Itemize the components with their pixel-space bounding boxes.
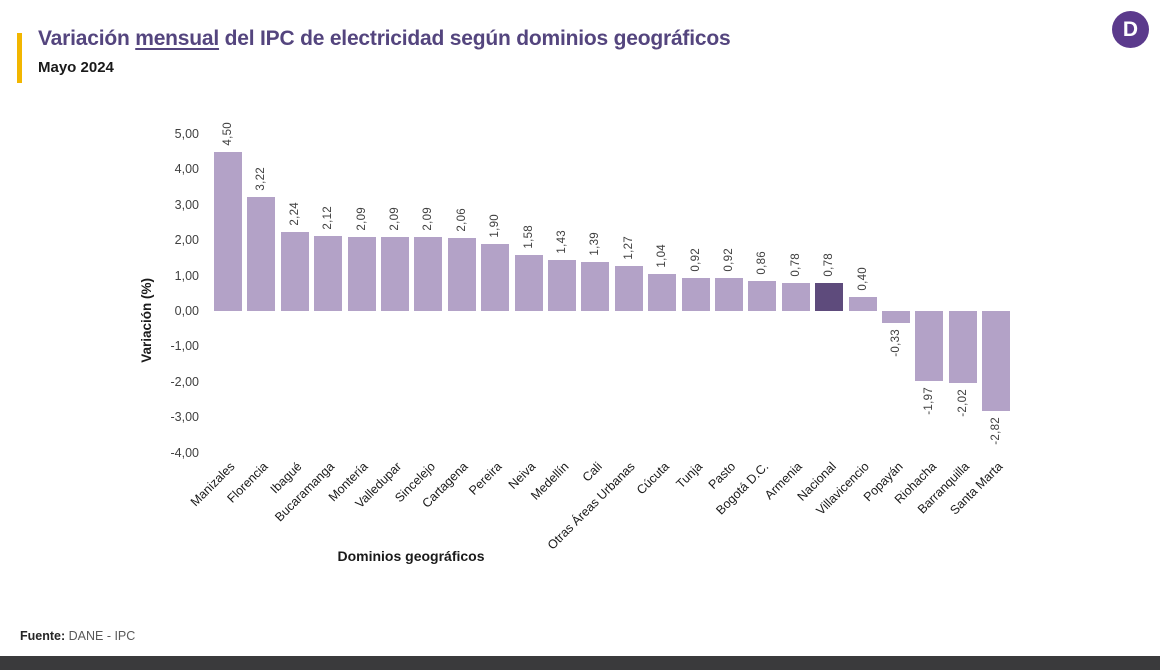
bar-value-label: -2,02 — [956, 388, 969, 417]
logo-letter: D — [1122, 17, 1139, 41]
bar-value-label: 3,22 — [255, 167, 268, 191]
bar — [280, 231, 309, 311]
bar — [447, 238, 476, 311]
y-axis-tick-label: 2,00 — [174, 233, 199, 248]
bar — [715, 278, 743, 311]
bar-value-label: 2,12 — [322, 205, 335, 230]
bottom-bar — [0, 656, 1160, 670]
bar-value-label: 4,50 — [222, 121, 234, 146]
bar — [882, 311, 910, 323]
bar-value-label: 1,04 — [656, 244, 669, 268]
y-axis-tick-label: 0,00 — [174, 304, 199, 318]
bar — [681, 278, 710, 311]
dane-logo-icon: D — [1112, 11, 1149, 48]
bar-value-label: -2,82 — [990, 416, 1003, 445]
y-axis-tick-label: -4,00 — [170, 445, 200, 460]
bar-value-label: 1,90 — [489, 213, 502, 238]
x-axis-category-label: Cali — [579, 459, 605, 485]
x-axis-category-label: Pereira — [466, 459, 505, 498]
bar-value-label: 2,09 — [422, 207, 435, 231]
footer: Fuente: DANE - IPC — [20, 629, 135, 643]
bar — [748, 280, 777, 311]
bar-value-label: 0,78 — [789, 253, 802, 277]
bar-value-label: 1,27 — [622, 236, 635, 260]
bar-value-label: -0,33 — [890, 328, 902, 357]
bar — [548, 260, 576, 311]
bar — [982, 311, 1011, 411]
bar — [414, 237, 443, 311]
bar — [214, 151, 242, 311]
bar — [648, 274, 677, 311]
header-accent-bar — [17, 33, 22, 83]
bar — [614, 266, 643, 311]
bar — [481, 243, 510, 311]
bar-value-label: 2,09 — [389, 207, 401, 231]
title-suffix: del IPC de electricidad según dominios g… — [219, 27, 731, 50]
bar — [848, 296, 877, 311]
bar — [948, 311, 977, 383]
bar — [347, 237, 376, 311]
x-axis-category-label: Cúcuta — [633, 459, 672, 498]
bar — [915, 311, 944, 381]
bar — [514, 255, 543, 311]
y-axis-tick-label: -2,00 — [170, 374, 200, 389]
bar-value-label: 2,06 — [455, 208, 468, 232]
bar — [581, 261, 610, 311]
bar — [247, 197, 276, 311]
bar-value-label: 0,78 — [823, 253, 836, 277]
source-value: DANE - IPC — [68, 629, 136, 643]
bar-value-label: 2,24 — [288, 201, 301, 226]
bar-value-label: 1,43 — [556, 230, 568, 254]
page-title: Variación mensual del IPC de electricida… — [38, 27, 731, 51]
bar-value-label: 0,40 — [856, 266, 869, 291]
bar — [781, 283, 810, 311]
bar-value-label: 0,92 — [689, 248, 702, 273]
y-axis-tick-label: 4,00 — [174, 162, 199, 177]
y-axis-tick-label: 1,00 — [174, 268, 199, 283]
source-label: Fuente: — [20, 629, 66, 643]
x-axis-category-label: Tunja — [673, 459, 705, 492]
y-axis-tick-label: 5,00 — [174, 127, 199, 141]
y-axis-tick-label: -3,00 — [170, 410, 200, 425]
page-subtitle: Mayo 2024 — [38, 59, 114, 76]
bar-value-label: 0,86 — [756, 250, 769, 275]
x-axis-title: Dominios geográficos — [337, 548, 485, 564]
title-emphasis: mensual — [135, 27, 220, 50]
title-prefix: Variación — [38, 27, 136, 50]
bar-value-label: 2,09 — [355, 207, 368, 231]
bar-highlight — [815, 283, 844, 311]
y-axis-tick-label: 3,00 — [174, 197, 199, 212]
bar — [314, 235, 343, 311]
y-axis-title: Variación (%) — [139, 277, 154, 363]
bar-value-label: 1,58 — [522, 225, 535, 249]
bar-value-label: 1,39 — [589, 231, 602, 256]
y-axis-tick-label: -1,00 — [170, 339, 200, 354]
bar-value-label: -1,97 — [923, 386, 936, 415]
bar-value-label: 0,92 — [723, 248, 735, 273]
bar — [381, 237, 409, 311]
